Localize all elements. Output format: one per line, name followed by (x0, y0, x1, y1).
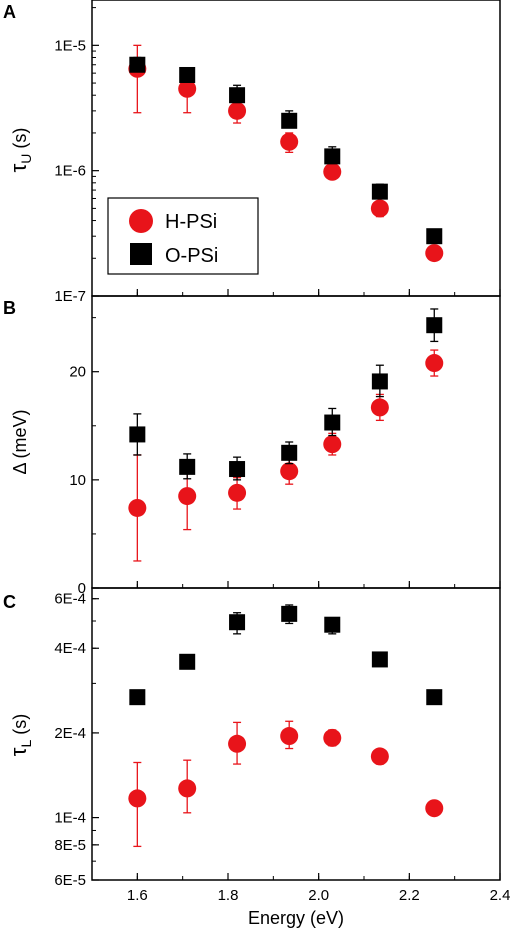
legend-marker-o-psi (130, 243, 152, 265)
panel-b: B Δ (meV) 0 10 20 (3, 295, 501, 597)
panel-a-x-ticks (91, 289, 501, 296)
data-point-circle (323, 728, 342, 747)
data-point-circle (425, 244, 444, 263)
panel-b-letter: B (3, 298, 16, 318)
y-tick-label: 1E-6 (54, 163, 86, 180)
y-tick-label: 10 (69, 472, 86, 489)
data-point-square (129, 426, 146, 443)
panel-c-frame (91, 587, 501, 881)
data-point-circle (280, 727, 299, 746)
panel-b-frame (91, 295, 501, 589)
data-point-square (324, 414, 341, 431)
data-point-circle (178, 79, 197, 98)
panel-c-y-axis-label: τL (s) (6, 714, 34, 757)
x-tick-label: 1.6 (127, 887, 148, 904)
data-point-circle (370, 747, 389, 766)
legend-marker-h-psi (129, 209, 153, 233)
x-tick-label: 2.2 (399, 887, 420, 904)
legend-label-o-psi: O-PSi (165, 245, 218, 267)
data-point-square (129, 56, 146, 73)
data-point-square (229, 87, 246, 104)
y-tick-label: 8E-5 (54, 837, 86, 854)
svg-text:Δ (meV): Δ (meV) (10, 409, 30, 474)
data-point-circle (280, 462, 299, 481)
svg-text:τL (s): τL (s) (6, 714, 34, 757)
data-point-circle (370, 199, 389, 218)
y-tick-label: 4E-4 (54, 640, 86, 657)
panel-a-marks (128, 44, 444, 263)
y-tick-label: 20 (69, 364, 86, 381)
data-point-square (281, 112, 298, 129)
y-tick-label: 2E-4 (54, 725, 86, 742)
data-point-square (229, 614, 246, 631)
panel-a-y-ticks: 1E-7 1E-6 1E-5 (54, 7, 99, 305)
data-point-square (281, 444, 298, 461)
data-point-square (281, 605, 298, 622)
panel-c-letter: C (3, 592, 16, 612)
data-point-circle (425, 799, 444, 818)
y-tick-label: 1E-5 (54, 37, 86, 54)
svg-text:τU (s): τU (s) (6, 128, 34, 173)
data-point-square (324, 148, 341, 165)
y-tick-label: 6E-4 (54, 591, 86, 608)
data-point-square (371, 373, 388, 390)
panel-a-y-axis-label: τU (s) (6, 128, 34, 173)
panel-b-ylabel-main: Δ (10, 463, 30, 475)
y-tick-label: 0 (78, 580, 86, 597)
panel-b-y-axis-label: Δ (meV) (10, 409, 30, 474)
x-tick-label: 1.8 (218, 887, 239, 904)
data-point-circle (370, 398, 389, 417)
data-point-circle (128, 789, 147, 808)
panel-a: A τU (s) 1E-7 1E-6 1E-5 H-PSi O-PSi (3, 0, 501, 305)
data-point-circle (228, 101, 247, 120)
data-point-square (179, 66, 196, 83)
data-point-square (426, 228, 443, 245)
panel-c-ylabel-unit: (s) (10, 714, 30, 740)
panel-c-y-ticks: 6E-5 8E-5 1E-4 2E-4 4E-4 6E-4 (54, 591, 99, 889)
x-tick-labels: 1.6 1.8 2.0 2.2 2.4 (127, 887, 510, 904)
data-point-square (324, 616, 341, 633)
x-axis-label: Energy (eV) (248, 908, 344, 928)
legend-label-h-psi: H-PSi (165, 211, 217, 233)
panel-c-ylabel-main: τ (6, 747, 31, 756)
data-point-square (426, 689, 443, 706)
panel-b-y-ticks: 0 10 20 (69, 317, 99, 597)
y-tick-label: 1E-4 (54, 810, 86, 827)
panel-c-x-ticks (91, 873, 501, 880)
data-point-circle (280, 132, 299, 151)
data-point-square (229, 461, 246, 478)
panel-b-x-ticks (91, 581, 501, 588)
data-point-circle (323, 435, 342, 454)
y-tick-label: 6E-5 (54, 872, 86, 889)
legend: H-PSi O-PSi (107, 197, 259, 275)
data-point-circle (128, 498, 147, 517)
panel-c-marks (128, 604, 444, 848)
data-point-circle (178, 779, 197, 798)
panel-c: C τL (s) 6E-5 8E-5 1E-4 2E-4 4E-4 6E-4 1.6 1.8… (3, 587, 510, 904)
panel-b-ylabel-unit: (meV) (10, 409, 30, 463)
data-point-circle (228, 483, 247, 502)
panel-a-ylabel-main: τ (6, 163, 31, 172)
data-point-square (179, 458, 196, 475)
data-point-circle (228, 734, 247, 753)
x-tick-label: 2.0 (308, 887, 329, 904)
y-tick-label: 1E-7 (54, 288, 86, 305)
data-point-circle (178, 487, 197, 506)
data-point-square (129, 689, 146, 706)
panel-a-ylabel-sub: U (18, 154, 34, 164)
data-point-circle (425, 354, 444, 373)
data-point-circle (323, 162, 342, 181)
panel-a-ylabel-unit: (s) (10, 128, 30, 154)
data-point-square (426, 317, 443, 334)
panel-c-ylabel-sub: L (18, 740, 34, 748)
data-point-square (179, 653, 196, 670)
panel-a-letter: A (3, 2, 16, 22)
panel-b-marks (128, 308, 444, 562)
x-tick-label: 2.4 (490, 887, 510, 904)
data-point-square (371, 183, 388, 200)
data-point-square (371, 651, 388, 668)
